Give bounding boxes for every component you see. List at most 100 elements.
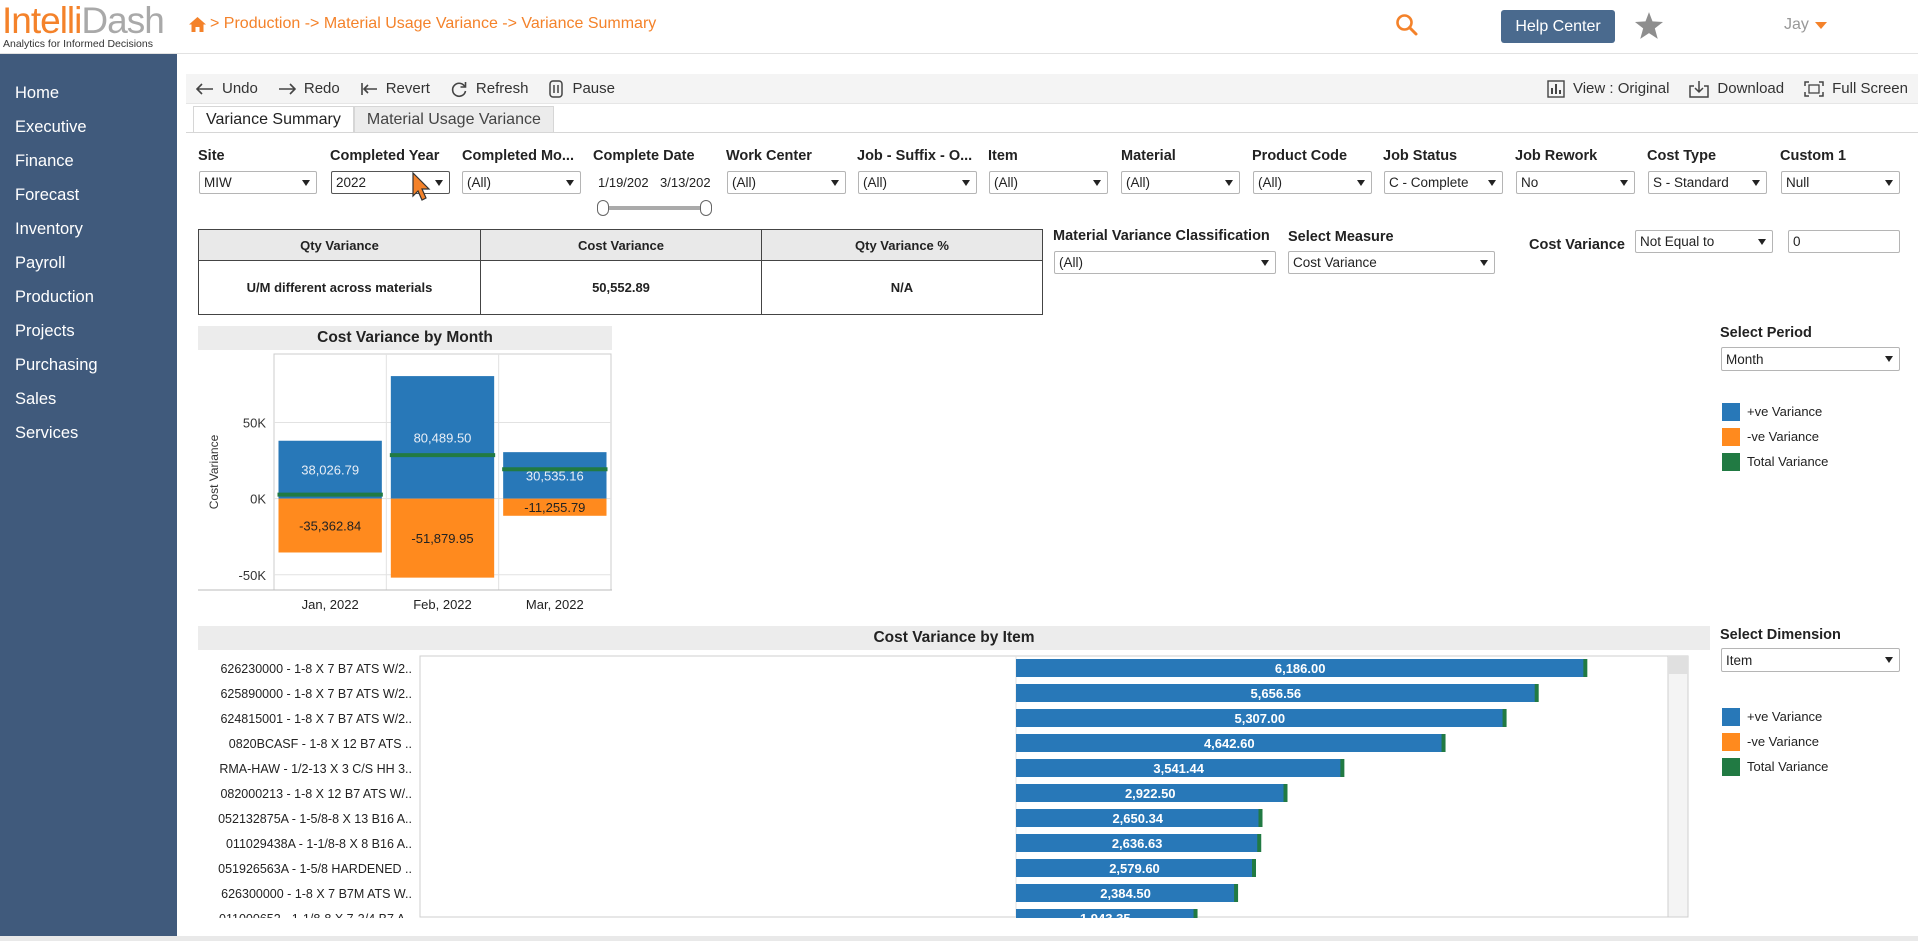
redo-button[interactable]: Redo xyxy=(268,74,350,104)
select-period-select[interactable]: Month xyxy=(1721,347,1900,371)
full-screen-button[interactable]: Full Screen xyxy=(1794,74,1918,104)
refresh-button[interactable]: Refresh xyxy=(440,74,539,104)
sidebar-item-sales[interactable]: Sales xyxy=(15,389,57,408)
sidebar-item-inventory[interactable]: Inventory xyxy=(15,219,83,238)
legend-total-variance[interactable]: Total Variance xyxy=(1722,754,1828,779)
completed-year-select[interactable]: 2022 xyxy=(331,171,450,194)
positive-bar xyxy=(390,376,495,499)
view-original-label: View : Original xyxy=(1572,80,1670,97)
bar-data-label: 5,656.56 xyxy=(1251,686,1302,701)
download-button[interactable]: Download xyxy=(1679,74,1794,104)
dashboard-tabs: Variance Summary Material Usage Variance xyxy=(193,106,554,133)
job-suffix-select[interactable]: (All) xyxy=(858,171,977,194)
cost-variance-operator-select[interactable]: Not Equal to xyxy=(1635,230,1773,253)
chevron-down-icon xyxy=(1620,180,1628,186)
positive-bar xyxy=(278,440,382,499)
sidebar-item-services[interactable]: Services xyxy=(15,423,79,442)
breadcrumb: > Production -> Material Usage Variance … xyxy=(189,15,656,33)
item-select[interactable]: (All) xyxy=(989,171,1108,194)
favorite-star-icon[interactable] xyxy=(1635,12,1663,44)
date-slider-start-handle[interactable] xyxy=(597,200,609,216)
sidebar-item-production[interactable]: Production xyxy=(15,287,94,306)
bar-data-label: 2,384.50 xyxy=(1100,886,1151,901)
select-period-label: Select Period xyxy=(1720,325,1812,341)
completed-month-label: Completed Mo... xyxy=(462,148,574,164)
select-dimension-select[interactable]: Item xyxy=(1721,648,1900,672)
home-icon[interactable] xyxy=(189,16,206,32)
sidebar-item-payroll[interactable]: Payroll xyxy=(15,253,66,272)
sidebar-item-forecast[interactable]: Forecast xyxy=(15,185,80,204)
scrollbar-thumb xyxy=(1668,656,1688,674)
top-header: IntelliDash Analytics for Informed Decis… xyxy=(0,0,1918,54)
positive-bar xyxy=(1016,834,1259,852)
user-menu[interactable]: Jay xyxy=(1784,16,1827,34)
job-rework-select[interactable]: No xyxy=(1516,171,1635,194)
total-variance-marker xyxy=(1583,659,1588,677)
chevron-down-icon xyxy=(566,180,574,186)
negative-data-label: -51,879.95 xyxy=(411,531,473,546)
cost-type-select[interactable]: S - Standard xyxy=(1648,171,1767,194)
work-center-label: Work Center xyxy=(726,148,812,164)
product-code-select[interactable]: (All) xyxy=(1253,171,1372,194)
revert-icon xyxy=(360,82,377,95)
sidebar-item-home[interactable]: Home xyxy=(15,83,60,102)
job-status-select[interactable]: C - Complete xyxy=(1384,171,1503,194)
positive-bar xyxy=(1016,809,1260,827)
tab-material-usage-variance[interactable]: Material Usage Variance xyxy=(353,106,554,133)
sidebar-item-purchasing[interactable]: Purchasing xyxy=(15,355,98,374)
x-tick-label: Mar, 2022 xyxy=(526,597,584,612)
sidebar-item-projects[interactable]: Projects xyxy=(15,321,75,340)
sidebar-item-executive[interactable]: Executive xyxy=(15,117,87,136)
kpi-value-qty-variance: U/M different across materials xyxy=(198,260,481,315)
legend-positive-variance[interactable]: +ve Variance xyxy=(1722,399,1828,424)
completed-month-select[interactable]: (All) xyxy=(462,171,581,194)
job-status-label: Job Status xyxy=(1383,148,1458,164)
bar-data-label: 4,642.60 xyxy=(1204,736,1255,751)
breadcrumb-text[interactable]: > Production -> Material Usage Variance … xyxy=(210,15,657,32)
negative-data-label: -11,255.79 xyxy=(524,500,585,515)
chevron-down-icon xyxy=(1885,180,1893,186)
revert-button[interactable]: Revert xyxy=(350,74,440,104)
total-variance-marker xyxy=(1234,884,1239,902)
total-variance-marker xyxy=(1534,684,1539,702)
date-slider-end-handle[interactable] xyxy=(700,200,712,216)
kpi-value-qty-variance-pct: N/A xyxy=(761,260,1043,315)
cost-variance-value-input[interactable]: 0 xyxy=(1788,230,1900,253)
refresh-icon xyxy=(451,81,467,97)
x-tick-label: Jan, 2022 xyxy=(302,597,359,612)
select-measure-label: Select Measure xyxy=(1288,229,1394,245)
toolbar: Undo Redo Revert Refresh Pause View : Or… xyxy=(186,74,1918,104)
search-icon[interactable] xyxy=(1395,13,1419,42)
sidebar-item-finance[interactable]: Finance xyxy=(15,151,74,170)
bar-data-label: 2,636.63 xyxy=(1112,836,1163,851)
work-center-select[interactable]: (All) xyxy=(727,171,846,194)
bottom-scroll-strip[interactable] xyxy=(0,936,1918,941)
bar-data-label: 2,579.60 xyxy=(1109,861,1160,876)
material-select[interactable]: (All) xyxy=(1121,171,1240,194)
bar-data-label: 6,186.00 xyxy=(1275,661,1326,676)
tab-variance-summary[interactable]: Variance Summary xyxy=(193,106,354,133)
intellidash-logo[interactable]: IntelliDash Analytics for Informed Decis… xyxy=(2,0,165,51)
legend-negative-variance[interactable]: -ve Variance xyxy=(1722,424,1828,449)
material-label: Material xyxy=(1121,148,1176,164)
site-select[interactable]: MIW xyxy=(199,171,317,194)
custom1-select[interactable]: Null xyxy=(1781,171,1900,194)
redo-label: Redo xyxy=(303,80,340,97)
classification-select[interactable]: (All) xyxy=(1054,251,1276,274)
chevron-down-icon xyxy=(1814,21,1827,29)
kpi-value-cost-variance: 50,552.89 xyxy=(480,260,762,315)
positive-bar xyxy=(1016,659,1585,677)
date-range-slider[interactable] xyxy=(600,206,708,210)
chevron-down-icon xyxy=(831,180,839,186)
view-original-button[interactable]: View : Original xyxy=(1537,74,1679,104)
legend-negative-variance[interactable]: -ve Variance xyxy=(1722,729,1828,754)
help-center-button[interactable]: Help Center xyxy=(1501,10,1615,43)
pause-button[interactable]: Pause xyxy=(538,74,625,104)
month-chart-legend: +ve Variance -ve Variance Total Variance xyxy=(1722,399,1828,474)
undo-button[interactable]: Undo xyxy=(186,74,268,104)
positive-bar xyxy=(1016,784,1285,802)
legend-positive-variance[interactable]: +ve Variance xyxy=(1722,704,1828,729)
y-tick-label: 0K xyxy=(250,492,266,507)
select-measure-select[interactable]: Cost Variance xyxy=(1288,251,1495,274)
legend-total-variance[interactable]: Total Variance xyxy=(1722,449,1828,474)
